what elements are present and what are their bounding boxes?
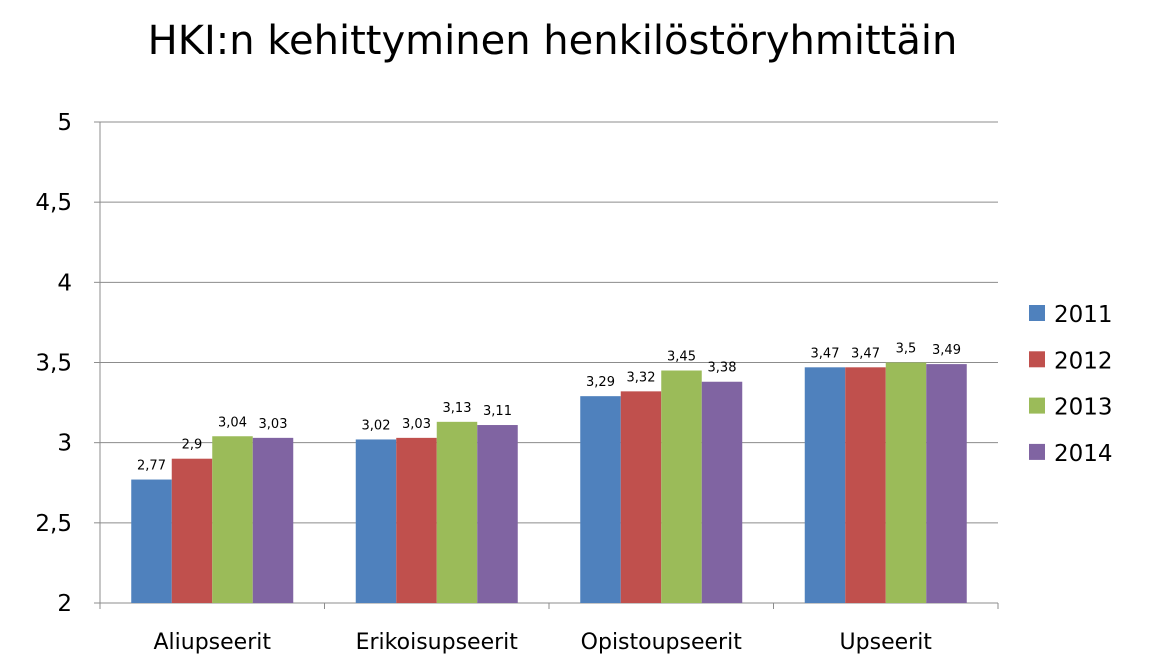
data-label: 2,77 — [137, 459, 166, 474]
bar — [580, 396, 621, 603]
data-label: 3,11 — [483, 404, 512, 419]
data-label: 3,5 — [896, 342, 917, 357]
bar — [171, 458, 213, 603]
y-tick-label: 3,5 — [35, 351, 72, 377]
y-tick-label: 3 — [57, 431, 72, 457]
legend-swatch — [1029, 397, 1045, 414]
bar — [701, 381, 743, 603]
chart-title: HKI:n kehittyminen henkilöstöryhmittäin — [147, 18, 958, 64]
y-tick-label: 2 — [57, 591, 72, 617]
data-label: 3,47 — [851, 346, 880, 361]
data-label: 3,04 — [218, 415, 247, 430]
data-label: 3,45 — [667, 350, 696, 365]
legend-swatch — [1029, 305, 1045, 321]
bar — [804, 367, 846, 603]
data-label: 3,47 — [811, 346, 840, 361]
bar — [620, 391, 662, 603]
x-tick-label: Opistoupseerit — [581, 630, 743, 655]
legend-swatch — [1029, 351, 1045, 368]
data-label: 3,29 — [586, 375, 615, 390]
legend-label: 2012 — [1054, 348, 1113, 374]
data-label: 3,03 — [402, 417, 431, 432]
data-label: 3,02 — [362, 418, 391, 433]
bar — [477, 425, 518, 603]
y-tick-label: 4 — [57, 270, 72, 296]
data-label: 3,32 — [627, 370, 656, 385]
bar — [252, 437, 294, 603]
bar — [661, 370, 702, 603]
data-label: 3,49 — [932, 343, 961, 358]
bar — [926, 364, 967, 603]
bar — [436, 421, 478, 603]
bar — [396, 437, 437, 603]
x-tick-label: Aliupseerit — [154, 630, 272, 655]
legend-swatch — [1029, 443, 1045, 460]
bar — [212, 436, 253, 603]
data-label: 3,03 — [259, 417, 288, 432]
data-label: 2,9 — [182, 438, 203, 453]
bar — [131, 479, 172, 603]
bar — [885, 362, 927, 603]
bar — [845, 367, 886, 603]
y-tick-label: 4,5 — [35, 190, 72, 216]
x-tick-label: Upseerit — [840, 630, 933, 655]
bar — [355, 439, 397, 603]
data-label: 3,38 — [708, 361, 737, 376]
x-tick-label: Erikoisupseerit — [356, 630, 519, 655]
legend-label: 2014 — [1054, 441, 1113, 467]
legend-label: 2011 — [1054, 302, 1113, 328]
y-tick-label: 5 — [57, 110, 72, 136]
data-label: 3,13 — [443, 401, 472, 416]
y-tick-label: 2,5 — [35, 511, 72, 537]
legend-label: 2013 — [1054, 395, 1113, 421]
